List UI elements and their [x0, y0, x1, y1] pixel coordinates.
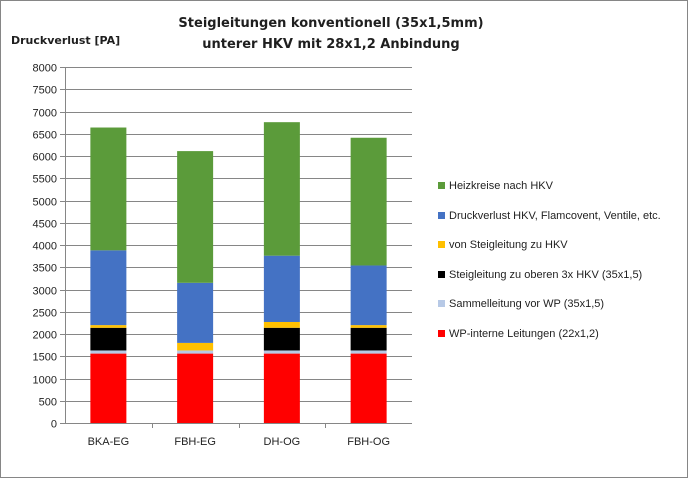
bar-segment — [263, 350, 300, 354]
bar-segment — [263, 327, 300, 351]
bar-segment — [350, 137, 387, 266]
bar-segment — [90, 250, 127, 326]
x-tick-label: FBH-OG — [347, 436, 390, 448]
legend-label: Heizkreise nach HKV — [449, 180, 553, 192]
bar-segment — [350, 327, 387, 351]
legend-label: Druckverlust HKV, Flamcovent, Ventile, e… — [449, 209, 661, 222]
legend-swatch — [438, 211, 445, 219]
legend-label: Sammelleitung vor WP (35x1,5) — [449, 298, 605, 311]
bar-segment — [90, 325, 127, 328]
bars — [90, 122, 387, 423]
y-tick-label: 3000 — [33, 286, 57, 298]
legend-label: von Steigleitung zu HKV — [449, 239, 568, 252]
bar-segment — [350, 325, 387, 328]
y-tick-label: 2500 — [33, 308, 57, 320]
bar-segment — [263, 353, 300, 423]
x-tick-label: FBH-EG — [174, 436, 216, 448]
bar-segment — [350, 350, 387, 354]
bar-segment — [177, 350, 214, 354]
bar-segment — [350, 353, 387, 423]
bar-segment — [177, 353, 214, 423]
bar-segment — [90, 350, 127, 354]
x-tick-label: DH-OG — [264, 436, 301, 448]
chart-title-line-1: Steigleitungen konventionell (35x1,5mm) — [178, 16, 484, 31]
y-tick-label: 4500 — [33, 219, 57, 231]
y-tick-label: 1000 — [33, 375, 57, 387]
legend-label: Steigleitung zu oberen 3x HKV (35x1,5) — [449, 268, 643, 281]
y-tick-label: 8000 — [33, 63, 57, 75]
bar-segment — [263, 255, 300, 322]
bar-segment — [90, 127, 127, 251]
axes: 0 500 1000 1500 2000 2500 3000 3500 4000 4500 5000… — [33, 63, 412, 448]
y-tick-label: 3500 — [33, 263, 57, 275]
y-tick-label: 6500 — [33, 130, 57, 142]
legend-swatch — [438, 182, 445, 189]
legend-label: WP-interne Leitungen (22x1,2) — [449, 328, 599, 340]
bar-segment — [177, 342, 214, 351]
y-tick-label: 5500 — [33, 174, 57, 186]
y-tick-label: 7500 — [33, 85, 57, 97]
legend-swatch — [438, 300, 445, 308]
chart-title-line-2: unterer HKV mit 28x1,2 Anbindung — [202, 37, 460, 52]
legend-swatch — [438, 270, 445, 278]
x-tick-label: BKA-EG — [88, 436, 130, 448]
bar-segment — [263, 122, 300, 256]
y-tick-label: 7000 — [33, 108, 57, 120]
y-tick-label: 4000 — [33, 241, 57, 253]
y-tick-label: 5000 — [33, 197, 57, 209]
bar-segment — [177, 282, 214, 343]
bar-segment — [177, 151, 214, 283]
y-tick-label: 2000 — [33, 330, 57, 342]
y-tick-label: 1500 — [33, 352, 57, 364]
y-axis-label: Druckverlust [PA] — [11, 34, 121, 47]
y-tick-label: 6000 — [33, 152, 57, 164]
bar-segment — [90, 353, 127, 423]
legend-swatch — [438, 241, 445, 249]
y-tick-label: 0 — [51, 419, 57, 431]
y-tick-label: 500 — [39, 397, 57, 409]
bar-segment — [90, 327, 127, 351]
bar-segment — [350, 265, 387, 326]
bar-segment — [263, 321, 300, 328]
legend-swatch — [438, 330, 445, 337]
